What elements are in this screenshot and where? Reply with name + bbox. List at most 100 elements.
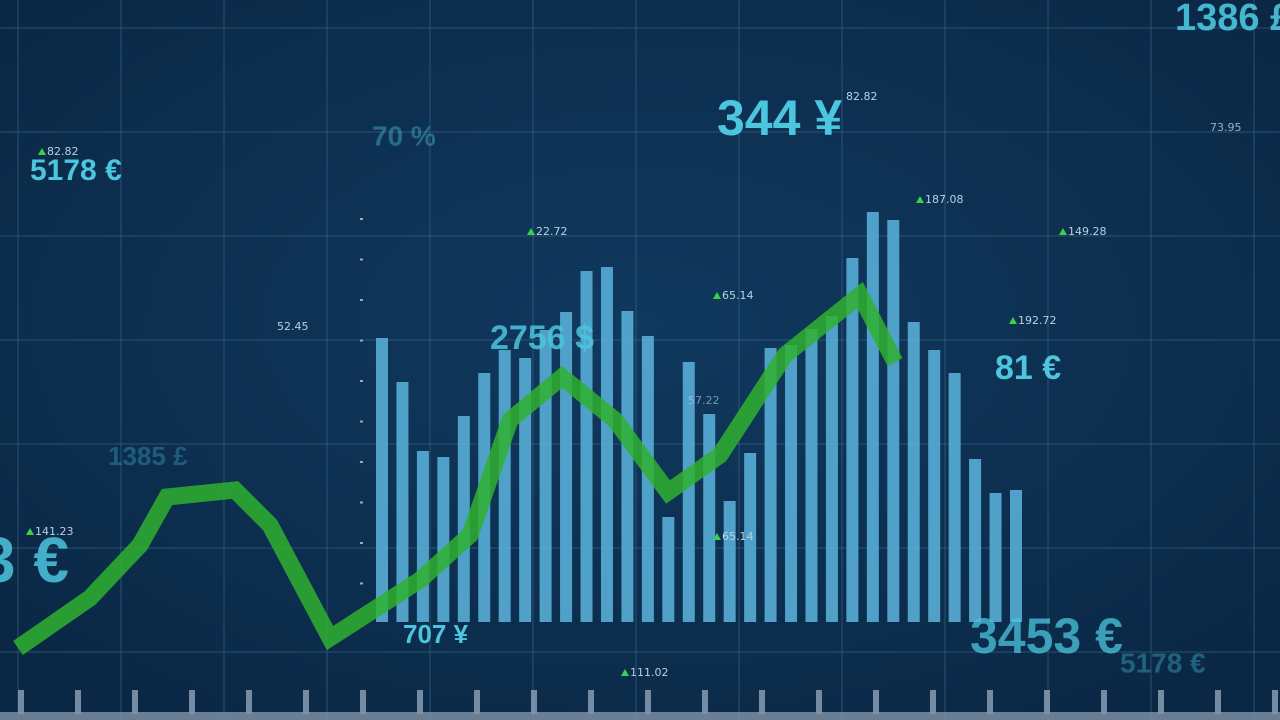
bottom-tick bbox=[1272, 690, 1278, 714]
bar bbox=[416, 451, 429, 622]
up-arrow bbox=[527, 228, 535, 235]
bar bbox=[887, 220, 900, 622]
bottom-tick bbox=[702, 690, 708, 714]
bottom-tick bbox=[18, 690, 24, 714]
up-arrow bbox=[713, 533, 721, 540]
bar bbox=[376, 338, 388, 622]
bottom-tick bbox=[75, 690, 81, 714]
axis-dot bbox=[360, 380, 363, 382]
big-label: 1386 £ bbox=[1175, 0, 1280, 39]
bar bbox=[866, 212, 879, 622]
bottom-tick bbox=[189, 690, 195, 714]
axis-dot bbox=[360, 461, 363, 463]
small-label: 52.45 bbox=[277, 320, 309, 333]
bottom-tick bbox=[987, 690, 993, 714]
marks bbox=[13, 212, 1022, 655]
bar bbox=[703, 414, 716, 622]
bottom-tick bbox=[930, 690, 936, 714]
bar bbox=[682, 362, 695, 622]
bar bbox=[744, 453, 757, 622]
bottom-tick bbox=[360, 690, 366, 714]
bottom-tick bbox=[1101, 690, 1107, 714]
axis-dot bbox=[360, 258, 363, 261]
big-label: 2756 $ bbox=[490, 319, 594, 357]
small-label: 149.28 bbox=[1068, 225, 1107, 238]
bar bbox=[621, 311, 634, 622]
bar bbox=[662, 517, 675, 622]
small-label: 57.22 bbox=[688, 394, 720, 407]
bar bbox=[989, 493, 1002, 622]
bottom-tick bbox=[417, 690, 423, 714]
axis-dot bbox=[360, 339, 363, 342]
bar bbox=[437, 457, 450, 622]
bar bbox=[785, 345, 798, 622]
big-label: 1385 £ bbox=[108, 441, 188, 471]
bottom-bar bbox=[0, 712, 1280, 720]
bar bbox=[498, 350, 511, 622]
axis-dot bbox=[360, 420, 363, 423]
small-label: 73.95 bbox=[1210, 121, 1242, 134]
up-arrow bbox=[1059, 228, 1067, 235]
up-arrow bbox=[916, 196, 924, 203]
axis-dot bbox=[360, 582, 363, 585]
bottom-tick bbox=[816, 690, 822, 714]
big-label: 70 % bbox=[372, 120, 436, 151]
up-arrow bbox=[621, 669, 629, 676]
bottom-tick bbox=[132, 690, 138, 714]
up-arrow bbox=[26, 528, 34, 535]
bar bbox=[969, 459, 982, 622]
axis-dot bbox=[360, 501, 363, 504]
bottom-tick bbox=[873, 690, 879, 714]
big-label: 81 € bbox=[995, 349, 1061, 387]
bar bbox=[948, 373, 961, 622]
axis-dot bbox=[360, 299, 363, 301]
bar bbox=[764, 348, 777, 622]
small-label: 65.14 bbox=[722, 530, 754, 543]
small-label: 187.08 bbox=[925, 193, 964, 206]
up-arrow bbox=[713, 292, 721, 299]
bottom-tick bbox=[1215, 690, 1221, 714]
bottom-tick bbox=[1044, 690, 1050, 714]
bottom-tick bbox=[645, 690, 651, 714]
bar bbox=[539, 330, 552, 622]
small-label: 192.72 bbox=[1018, 314, 1057, 327]
axis-dot bbox=[360, 542, 363, 544]
big-label: 5178 € bbox=[1120, 647, 1206, 678]
up-arrow bbox=[1009, 317, 1017, 324]
bar bbox=[600, 267, 613, 622]
small-label: 111.02 bbox=[630, 666, 669, 679]
up-arrow bbox=[38, 148, 46, 155]
bar bbox=[928, 350, 941, 622]
big-label: 5178 € bbox=[30, 154, 122, 187]
big-label: 3453 € bbox=[970, 608, 1123, 664]
bar bbox=[641, 336, 654, 622]
bottom-tick bbox=[474, 690, 480, 714]
small-label: 65.14 bbox=[722, 289, 754, 302]
bar bbox=[560, 312, 573, 622]
big-label: 344 ¥ bbox=[717, 90, 842, 146]
bottom-tick bbox=[303, 690, 309, 714]
line bbox=[13, 281, 903, 655]
bottom-tick bbox=[246, 690, 252, 714]
bar bbox=[1010, 490, 1022, 622]
bar bbox=[457, 416, 470, 622]
bar bbox=[825, 316, 838, 622]
bar bbox=[846, 258, 859, 622]
big-label: 3 € bbox=[0, 524, 69, 596]
bottom-tick bbox=[531, 690, 537, 714]
small-label: 82.82 bbox=[47, 145, 79, 158]
small-label: 141.23 bbox=[35, 525, 74, 538]
axis-dot bbox=[360, 218, 363, 220]
bar bbox=[396, 382, 409, 622]
bottom-tick bbox=[1158, 690, 1164, 714]
bottom-tick bbox=[759, 690, 765, 714]
small-label: 22.72 bbox=[536, 225, 568, 238]
big-label: 707 ¥ bbox=[403, 619, 469, 649]
bar bbox=[723, 501, 736, 622]
small-label: 82.82 bbox=[846, 90, 878, 103]
bar bbox=[805, 329, 818, 622]
